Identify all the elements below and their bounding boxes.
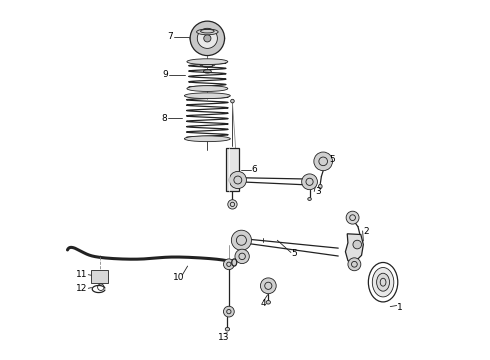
Circle shape <box>223 306 234 317</box>
Ellipse shape <box>377 273 390 291</box>
Text: 10: 10 <box>173 273 184 282</box>
Text: 6: 6 <box>251 166 257 175</box>
Ellipse shape <box>225 327 230 331</box>
Ellipse shape <box>199 62 215 67</box>
Ellipse shape <box>203 69 211 73</box>
Ellipse shape <box>190 33 224 44</box>
Ellipse shape <box>228 200 237 209</box>
Circle shape <box>314 152 333 171</box>
Ellipse shape <box>187 86 228 91</box>
Ellipse shape <box>372 267 394 297</box>
Circle shape <box>302 174 318 190</box>
Circle shape <box>346 211 359 224</box>
Text: 12: 12 <box>76 284 87 293</box>
Text: 5: 5 <box>329 156 335 165</box>
Text: 11: 11 <box>76 270 87 279</box>
Ellipse shape <box>196 29 218 35</box>
Text: 5: 5 <box>292 249 297 258</box>
Circle shape <box>235 249 249 264</box>
Circle shape <box>348 258 361 271</box>
Text: 13: 13 <box>219 333 230 342</box>
Circle shape <box>229 171 246 189</box>
Circle shape <box>260 278 276 294</box>
Circle shape <box>190 21 224 55</box>
Text: 9: 9 <box>162 71 168 80</box>
Circle shape <box>204 35 211 42</box>
Circle shape <box>197 28 218 48</box>
Ellipse shape <box>232 259 237 266</box>
Ellipse shape <box>318 184 322 189</box>
Polygon shape <box>345 234 364 262</box>
Circle shape <box>353 240 362 249</box>
Text: 4: 4 <box>261 299 267 308</box>
Circle shape <box>231 230 251 250</box>
Ellipse shape <box>231 99 234 103</box>
Text: 8: 8 <box>161 114 167 123</box>
Text: 3: 3 <box>315 187 320 196</box>
Text: 2: 2 <box>364 228 369 237</box>
Ellipse shape <box>187 59 228 64</box>
Circle shape <box>223 259 234 270</box>
Text: 7: 7 <box>168 32 173 41</box>
Ellipse shape <box>308 198 311 201</box>
Polygon shape <box>226 148 239 191</box>
Ellipse shape <box>184 136 230 141</box>
Text: 1: 1 <box>397 303 403 312</box>
Ellipse shape <box>184 93 230 99</box>
FancyBboxPatch shape <box>91 270 108 283</box>
Ellipse shape <box>266 301 270 304</box>
